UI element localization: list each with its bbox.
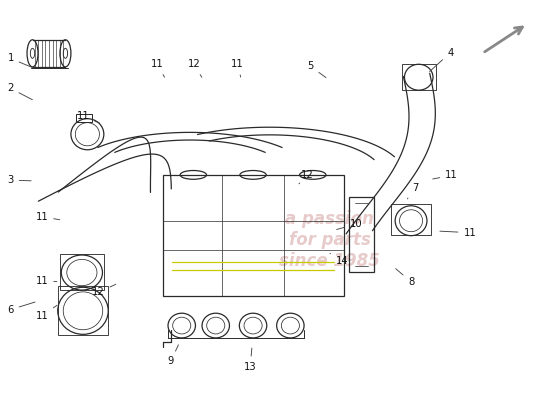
- Text: 5: 5: [307, 62, 326, 78]
- Text: 11: 11: [35, 276, 57, 286]
- Text: 12: 12: [92, 284, 116, 298]
- Text: 11: 11: [35, 305, 57, 320]
- Text: 3: 3: [8, 175, 31, 185]
- Text: 14: 14: [330, 253, 348, 266]
- Text: 11: 11: [35, 212, 59, 222]
- Text: a passion
for parts
since 1985: a passion for parts since 1985: [279, 210, 380, 270]
- Text: 7: 7: [408, 183, 418, 199]
- Text: 12: 12: [299, 170, 313, 184]
- Text: 11: 11: [433, 170, 458, 180]
- Text: 8: 8: [395, 269, 414, 287]
- Text: 6: 6: [7, 302, 35, 315]
- Text: 4: 4: [430, 48, 454, 72]
- Text: 13: 13: [244, 348, 257, 372]
- Text: 9: 9: [168, 345, 178, 366]
- Text: 2: 2: [7, 83, 32, 100]
- Text: 11: 11: [76, 111, 99, 123]
- Text: 1: 1: [7, 54, 34, 68]
- Text: 11: 11: [440, 228, 476, 238]
- Text: 11: 11: [151, 60, 164, 77]
- Text: 12: 12: [188, 60, 202, 77]
- Text: 10: 10: [337, 219, 362, 230]
- Text: 11: 11: [232, 60, 244, 77]
